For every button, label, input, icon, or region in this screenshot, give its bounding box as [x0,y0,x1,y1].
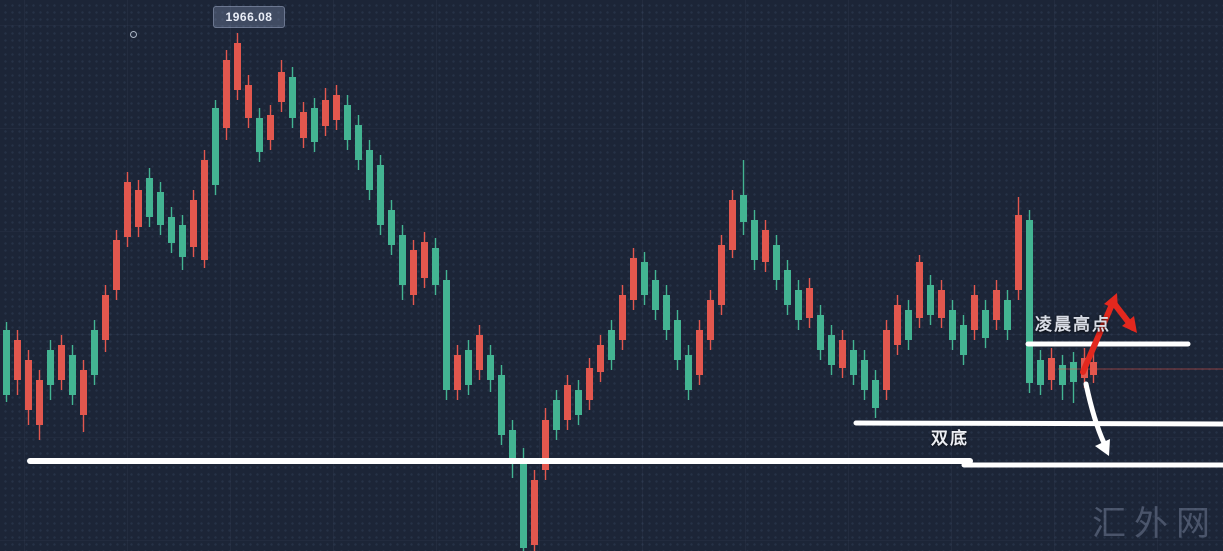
candlesticks [3,33,1097,551]
double-bottom-annotation[interactable]: 双底 [931,429,969,448]
red-zigzag-arrow[interactable] [1080,293,1137,375]
drawing-anchor-dot [130,31,137,38]
trend-lines[interactable] [27,341,1223,468]
site-watermark: 汇外网 [1092,506,1218,543]
morning-high-annotation[interactable]: 凌晨高点 [1035,315,1111,334]
price-alert-label[interactable]: 1966.08 [213,6,285,28]
white-down-arrow[interactable] [1083,381,1110,456]
double-bottom-upper-line[interactable] [853,420,1223,427]
